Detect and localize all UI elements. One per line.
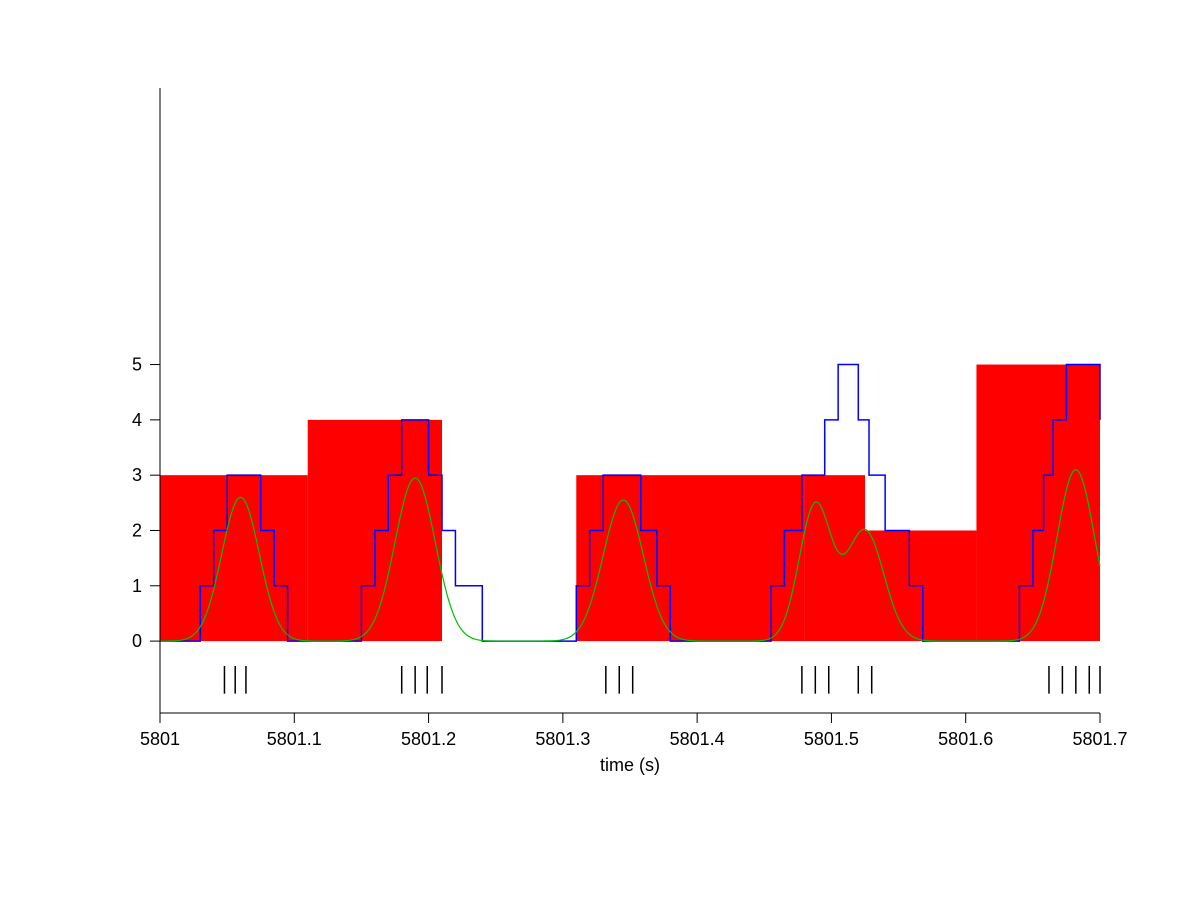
y-tick-label: 5 (132, 355, 142, 375)
y-tick-label: 2 (132, 520, 142, 540)
x-tick-label: 5801.1 (267, 729, 322, 749)
x-tick-label: 5801.2 (401, 729, 456, 749)
y-tick-label: 3 (132, 465, 142, 485)
x-axis-label: time (s) (600, 755, 660, 775)
x-tick-label: 5801.4 (670, 729, 725, 749)
y-tick-label: 0 (132, 631, 142, 651)
x-tick-label: 5801.7 (1072, 729, 1127, 749)
time-series-chart: 5801 5801.1 5801.2 5801.3 5801.4 5801.5 5801.6… (0, 0, 1200, 900)
x-tick-label: 5801 (140, 729, 180, 749)
x-tick-label: 5801.5 (804, 729, 859, 749)
x-tick-label: 5801.6 (938, 729, 993, 749)
x-tick-label: 5801.3 (535, 729, 590, 749)
y-tick-label: 4 (132, 410, 142, 430)
y-tick-label: 1 (132, 576, 142, 596)
